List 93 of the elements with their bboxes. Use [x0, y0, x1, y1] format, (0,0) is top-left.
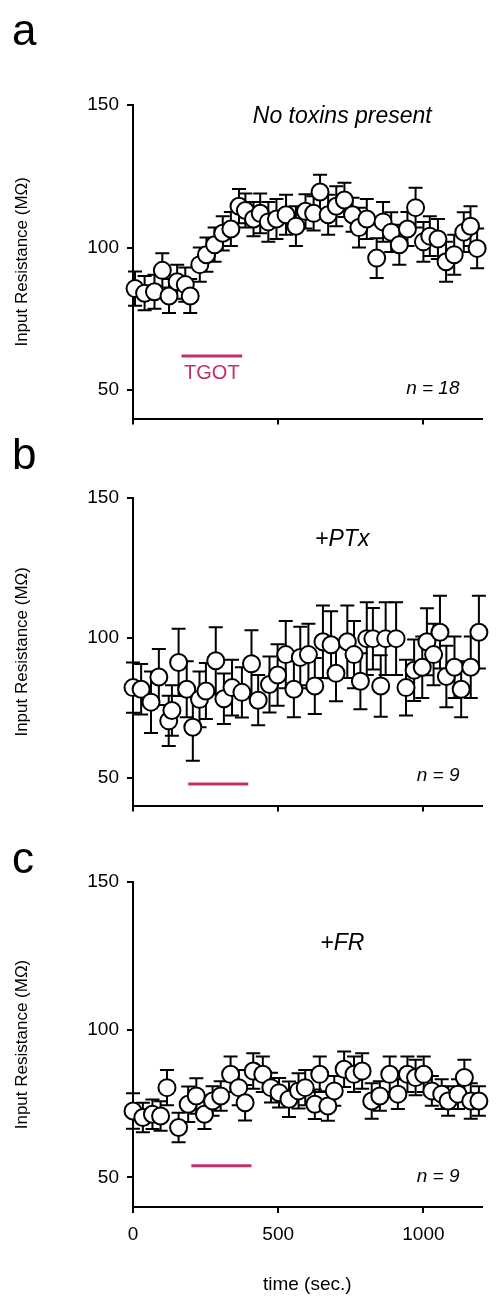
- text: +FR: [320, 928, 365, 955]
- y-tick-label: 150: [87, 486, 119, 508]
- point: [350, 671, 370, 691]
- point: [444, 657, 464, 677]
- x-tick-label: 1000: [402, 1222, 445, 1244]
- point: [221, 219, 241, 239]
- point: [412, 657, 432, 677]
- y-tick-label: 100: [87, 626, 119, 648]
- point: [162, 701, 182, 721]
- point: [454, 1068, 474, 1088]
- annotation: TGOT: [184, 361, 240, 384]
- point: [367, 248, 387, 268]
- point: [194, 1104, 214, 1124]
- point: [305, 676, 325, 696]
- point: [386, 629, 406, 649]
- point: [396, 678, 416, 698]
- point: [241, 654, 261, 674]
- y-tick-label: 50: [97, 765, 119, 787]
- point: [169, 652, 189, 672]
- point: [424, 645, 444, 665]
- point: [211, 1086, 231, 1106]
- annotation: n = 9: [416, 763, 460, 785]
- x-axis-title: time (sec.): [262, 1272, 352, 1294]
- y-tick-label: 150: [87, 870, 119, 892]
- y-tick-label: 100: [87, 1017, 119, 1039]
- point: [469, 622, 489, 642]
- point: [295, 1078, 315, 1098]
- point: [467, 238, 487, 258]
- point: [235, 1093, 255, 1113]
- x-tick-label: 500: [262, 1222, 295, 1244]
- annotation: n = 18: [406, 376, 460, 398]
- point: [284, 679, 304, 699]
- point: [159, 286, 179, 306]
- point: [229, 1078, 249, 1098]
- y-tick-label: 150: [87, 93, 119, 115]
- point: [310, 1064, 330, 1084]
- point: [286, 216, 306, 236]
- point: [460, 216, 480, 236]
- point: [149, 667, 169, 687]
- point: [177, 679, 197, 699]
- point: [144, 282, 164, 302]
- y-axis-title: Input Resistance (MΩ): [11, 567, 31, 737]
- point: [380, 1064, 400, 1084]
- point: [186, 1086, 206, 1106]
- point: [444, 245, 464, 265]
- point: [406, 198, 426, 218]
- y-tick-label: 100: [87, 235, 119, 257]
- point: [469, 1091, 489, 1111]
- point: [248, 690, 268, 710]
- point: [389, 235, 409, 255]
- point: [430, 622, 450, 642]
- point: [326, 663, 346, 683]
- point: [206, 651, 226, 671]
- y-tick-label: 50: [97, 378, 119, 400]
- chart-subtitle: No toxins present: [252, 101, 434, 128]
- point: [221, 1064, 241, 1084]
- point: [461, 657, 481, 677]
- point: [324, 1081, 344, 1101]
- annotation: n = 9: [416, 1165, 460, 1187]
- point: [414, 1064, 434, 1084]
- point: [253, 1064, 273, 1084]
- point: [169, 1118, 189, 1138]
- point: [151, 1106, 171, 1126]
- point: [388, 1084, 408, 1104]
- point: [232, 682, 252, 702]
- point: [131, 679, 151, 699]
- point: [196, 681, 216, 701]
- point: [344, 645, 364, 665]
- point: [318, 1096, 338, 1116]
- x-tick-label: 0: [127, 1222, 139, 1244]
- chart-title: c: [12, 833, 34, 882]
- chart-title: a: [12, 5, 37, 54]
- point: [183, 717, 203, 737]
- text: +PTx: [315, 524, 371, 551]
- point: [428, 229, 448, 249]
- point: [371, 676, 391, 696]
- point: [370, 1086, 390, 1106]
- point: [310, 182, 330, 202]
- point: [357, 209, 377, 229]
- point: [152, 260, 172, 280]
- y-axis-title: Input Resistance (MΩ): [11, 959, 31, 1130]
- point: [180, 286, 200, 306]
- point: [157, 1078, 177, 1098]
- point: [397, 219, 417, 239]
- point: [141, 692, 161, 712]
- point: [352, 1061, 372, 1081]
- point: [321, 635, 341, 655]
- point: [268, 665, 288, 685]
- point: [451, 679, 471, 699]
- point: [334, 190, 354, 210]
- point: [298, 645, 318, 665]
- y-axis-title: Input Resistance (MΩ): [11, 177, 31, 347]
- y-tick-label: 50: [97, 1165, 119, 1187]
